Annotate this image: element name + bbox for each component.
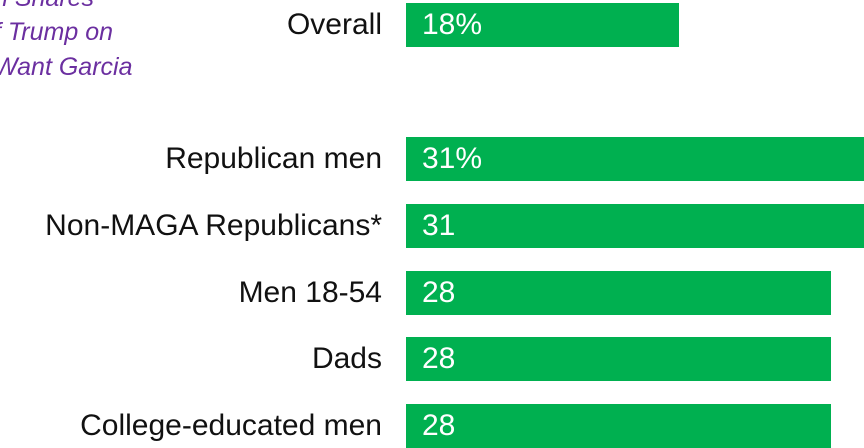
bar-value-label: 28: [422, 342, 456, 375]
bar: [406, 3, 679, 47]
bar-value-label: 18%: [422, 8, 483, 41]
category-label: Overall: [286, 8, 382, 41]
bar: [406, 204, 864, 248]
bar: [406, 337, 831, 381]
category-label: Republican men: [165, 142, 382, 175]
bar: [406, 404, 831, 448]
article-link-line[interactable]: f Trump on: [0, 18, 114, 46]
bar-value-label: 31%: [422, 142, 483, 175]
category-label: Dads: [311, 342, 382, 375]
article-link-line[interactable]: n Shares: [0, 0, 94, 16]
bar-value-label: 31: [422, 209, 456, 242]
bar: [406, 137, 864, 181]
bar-value-label: 28: [422, 409, 456, 442]
category-label: Non-MAGA Republicans*: [45, 209, 382, 242]
bar: [406, 271, 831, 315]
bar-value-label: 28: [422, 276, 456, 309]
category-label: Men 18-54: [238, 276, 382, 309]
article-link-line[interactable]: Want Garcia: [0, 53, 133, 81]
category-label: College-educated men: [80, 409, 382, 442]
